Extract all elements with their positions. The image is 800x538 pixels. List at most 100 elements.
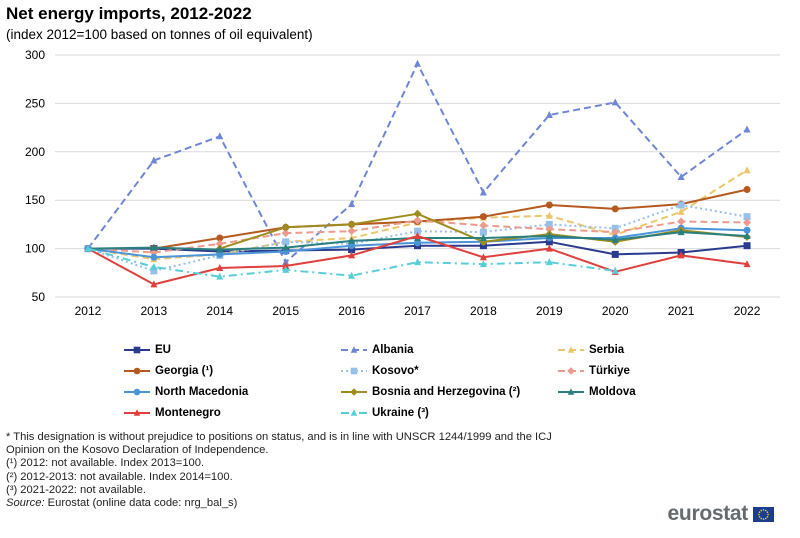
data-point [545, 232, 553, 240]
data-point [545, 258, 553, 266]
footnotes: * This designation is without prejudice … [6, 431, 566, 510]
data-point [133, 409, 141, 416]
data-point [348, 242, 356, 250]
legend-swatch [558, 367, 584, 375]
legend-swatch [558, 346, 584, 353]
data-point [414, 258, 421, 266]
x-tick-label: 2013 [141, 304, 168, 318]
data-point [743, 260, 751, 268]
x-tick-label: 2014 [206, 304, 233, 318]
flag-star [766, 510, 769, 513]
x-tick-label: 2019 [536, 304, 563, 318]
flag-star [760, 509, 762, 511]
legend-label: Albania [372, 344, 414, 356]
chart-subtitle: (index 2012=100 based on tonnes of oil e… [6, 27, 313, 42]
data-point [677, 217, 686, 226]
data-point [677, 201, 685, 209]
x-tick-label: 2018 [470, 304, 497, 318]
data-point [281, 223, 290, 232]
flag-star [767, 513, 769, 515]
data-point [150, 243, 158, 251]
chart-title: Net energy imports, 2012-2022 [6, 4, 252, 23]
data-point [545, 244, 553, 252]
data-point [348, 246, 356, 254]
footnote-kosovo-2: Opinion on the Kosovo Declaration of Ind… [6, 444, 269, 457]
data-point [133, 388, 141, 396]
line-chart: 50 100 150 200 250 300 2012 2013 2014 2015 2016 201… [25, 48, 780, 318]
flag-star [766, 515, 769, 518]
data-point [567, 346, 575, 353]
y-tick-label: 50 [32, 290, 46, 304]
data-point [216, 263, 224, 271]
data-point [479, 260, 487, 268]
data-point [84, 244, 92, 252]
legend-item: Albania [340, 344, 414, 356]
x-tick-label: 2021 [668, 304, 695, 318]
data-point [350, 388, 358, 396]
data-point [348, 271, 356, 279]
footnote-georgia: (¹) 2012: not available. Index 2013=100. [6, 457, 205, 470]
data-point [150, 267, 158, 275]
data-point [743, 213, 751, 221]
legend-label: Serbia [589, 344, 625, 356]
data-point [413, 209, 422, 218]
x-tick-label: 2022 [734, 304, 761, 318]
legend-label: EU [155, 344, 171, 356]
flag-star [760, 517, 762, 519]
legend-label: North Macedonia [155, 386, 249, 398]
source-line: Source: Eurostat (online data code: nrg_… [6, 497, 566, 510]
data-point [545, 238, 553, 246]
series-1 [84, 59, 751, 266]
data-point [567, 367, 575, 375]
data-point [743, 232, 751, 240]
legend-item: Moldova [557, 386, 636, 398]
data-point [611, 228, 620, 237]
legend-item: Montenegro [123, 407, 221, 419]
data-point [347, 227, 356, 236]
logo-text: eurostat [667, 502, 749, 525]
legend-swatch [341, 388, 367, 396]
data-point [743, 186, 751, 194]
data-point [611, 205, 619, 213]
data-point [414, 59, 421, 67]
footnote-bosnia: (²) 2012-2013: not available. Index 2014… [6, 470, 233, 483]
x-tick-label: 2015 [272, 304, 299, 318]
data-point [350, 346, 358, 353]
data-point [215, 239, 224, 248]
data-point [150, 280, 158, 288]
data-point [150, 253, 158, 261]
data-point [348, 200, 356, 208]
x-tick-label: 2017 [404, 304, 431, 318]
data-point [282, 258, 290, 266]
data-point [479, 221, 488, 230]
data-point [282, 238, 290, 246]
data-point [282, 265, 290, 273]
data-point [347, 220, 356, 229]
data-point [743, 226, 751, 234]
flag-star [762, 517, 765, 520]
flag-star [758, 510, 761, 513]
legend-label: Kosovo* [372, 365, 419, 377]
data-point [611, 250, 619, 258]
series-line [87, 247, 616, 278]
data-point [414, 239, 421, 247]
data-point [348, 251, 356, 259]
data-point [611, 235, 619, 243]
flag-star [765, 509, 767, 511]
source-label: Source: [6, 497, 45, 510]
series-10 [84, 244, 619, 280]
legend-label: Moldova [589, 386, 636, 398]
data-point [567, 388, 575, 395]
data-point [545, 201, 553, 209]
legend-swatch [341, 409, 367, 416]
footnote-kosovo-1: * This designation is without prejudice … [6, 431, 552, 443]
y-tick-label: 150 [25, 193, 45, 207]
series-line [153, 188, 748, 250]
data-point [479, 213, 487, 221]
data-point [348, 236, 356, 244]
data-point [150, 262, 158, 270]
data-point [133, 367, 141, 375]
y-tick-label: 200 [25, 145, 45, 159]
legend-swatch [341, 367, 367, 375]
data-point [413, 216, 422, 225]
